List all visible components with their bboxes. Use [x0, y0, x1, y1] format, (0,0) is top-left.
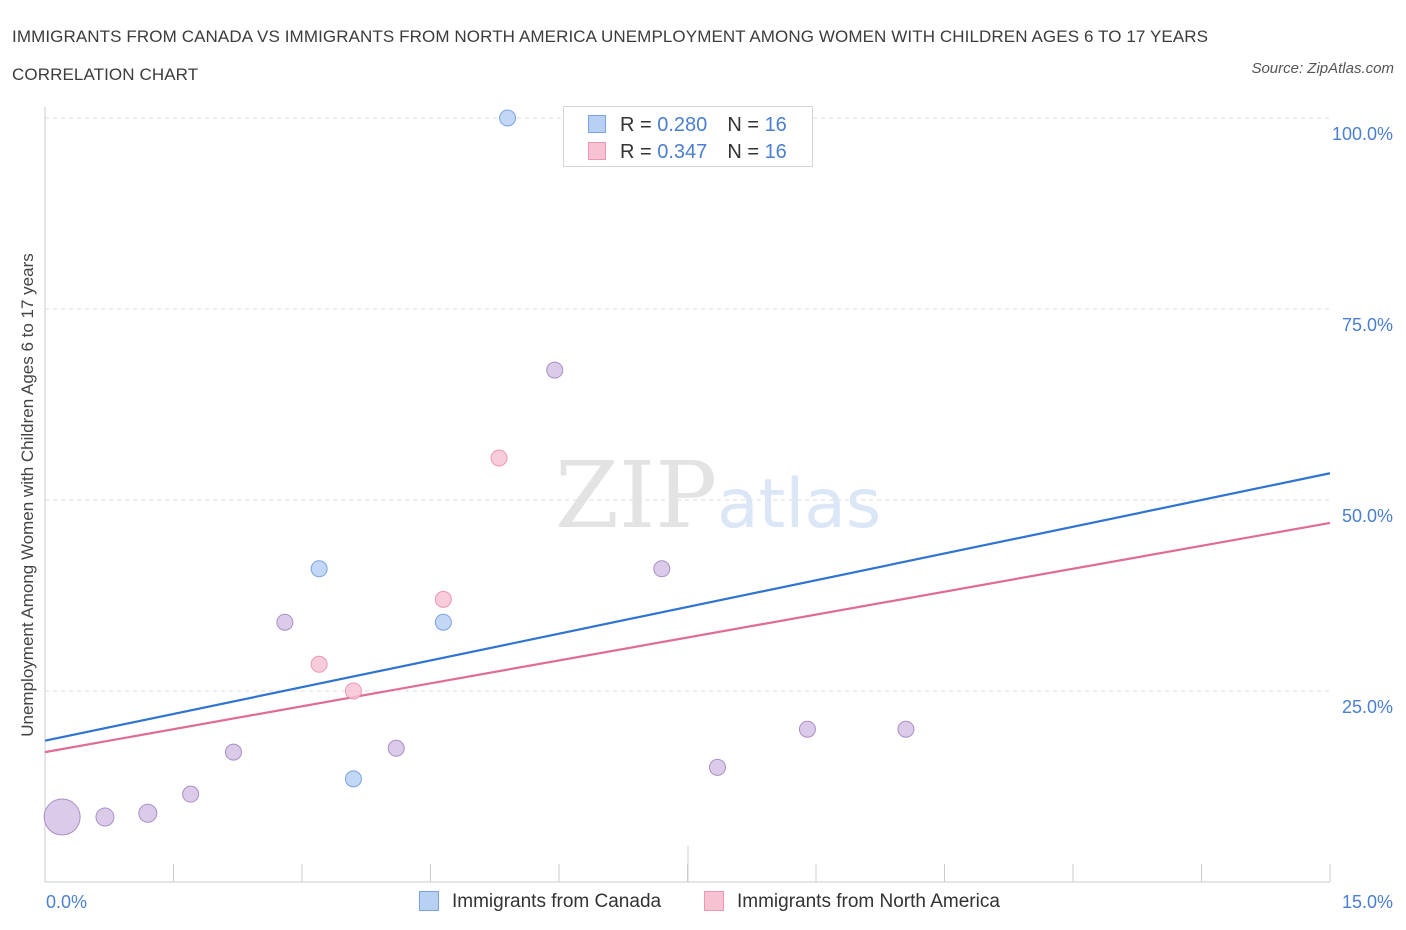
overlap-point — [897, 720, 915, 738]
overlap-point — [182, 785, 200, 803]
bottom-legend-label-canada: Immigrants from Canada — [452, 891, 662, 912]
trend-line-north-america — [44, 521, 1331, 754]
north-america-point — [490, 449, 508, 467]
legend-n-label-north-america: N = — [727, 141, 765, 163]
north-america-point — [310, 655, 328, 673]
legend-r-value-canada: 0.280 — [657, 114, 708, 136]
overlap-point — [138, 803, 158, 823]
watermark: ZIP atlas — [555, 442, 881, 549]
overlap-point — [224, 743, 242, 761]
x-tick-label-max: 15.0% — [1342, 892, 1393, 912]
y-tick-label: 50.0% — [1342, 506, 1393, 526]
legend-n-value-canada: 16 — [764, 114, 787, 136]
grid-layer — [45, 117, 1330, 692]
trend-line-canada — [44, 472, 1331, 742]
overlap-point — [708, 758, 726, 776]
legend-swatch-north-america — [588, 142, 606, 160]
trend-layer — [44, 472, 1331, 754]
overlap-point — [387, 739, 405, 757]
north-america-point — [344, 682, 362, 700]
canada-point — [344, 770, 362, 788]
legend-text-north-america: R = 0.347 N = 16 — [620, 139, 787, 165]
watermark-zip: ZIP — [555, 442, 717, 549]
point-layer — [43, 109, 915, 836]
correlation-legend: R = 0.280 N = 16 R = 0.347 N = 16 — [563, 106, 813, 167]
legend-n-label-canada: N = — [727, 114, 765, 136]
watermark-atlas: atlas — [717, 465, 881, 544]
legend-r-label-canada: R = — [620, 114, 658, 136]
north-america-point — [434, 590, 452, 608]
bottom-legend-swatch-canada — [419, 891, 439, 911]
legend-text-canada: R = 0.280 N = 16 — [620, 112, 787, 138]
source-label: Source: ZipAtlas.com — [1251, 60, 1394, 77]
y-tick-label: 75.0% — [1342, 315, 1393, 335]
overlap-point — [95, 807, 115, 827]
overlap-point — [798, 720, 816, 738]
overlap-point — [43, 798, 81, 836]
y-tick-label: 25.0% — [1342, 697, 1393, 717]
canada-point — [434, 613, 452, 631]
x-tick-label-min: 0.0% — [46, 892, 87, 912]
bottom-legend-swatch-north-america — [704, 891, 724, 911]
y-tick-label: 100.0% — [1332, 124, 1393, 144]
legend-r-value-north-america: 0.347 — [657, 141, 708, 163]
canada-point — [499, 109, 517, 127]
legend-swatch-canada — [588, 115, 606, 133]
overlap-point — [546, 361, 564, 379]
legend-r-label-north-america: R = — [620, 141, 658, 163]
canada-point — [310, 560, 328, 578]
overlap-point — [276, 613, 294, 631]
tick-layer: 100.0% 75.0% 50.0% 25.0% 0.0% 15.0% — [46, 124, 1393, 912]
overlap-point — [653, 560, 671, 578]
bottom-legend-label-north-america: Immigrants from North America — [737, 891, 1000, 912]
chart-title: IMMIGRANTS FROM CANADA VS IMMIGRANTS FRO… — [12, 27, 1209, 84]
legend-n-value-north-america: 16 — [764, 141, 787, 163]
